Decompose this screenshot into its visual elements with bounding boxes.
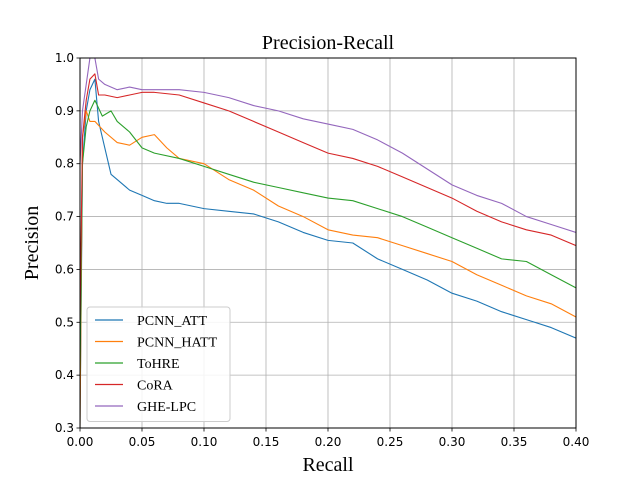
legend: PCNN_ATT PCNN_HATT ToHRE CoRA GHE-LPC [86, 306, 231, 422]
series-line-cora [80, 73, 576, 323]
x-tick-label: 0.40 [563, 435, 590, 449]
series-line-pcnn-att [80, 78, 576, 428]
legend-label-pcnn-hatt: PCNN_HATT [137, 336, 218, 351]
y-tick-label: 0.6 [55, 262, 74, 276]
x-tick-label: 0.15 [253, 435, 280, 449]
legend-label-tohre: ToHRE [137, 357, 180, 372]
y-tick-label: 0.5 [55, 315, 74, 329]
y-tick-label: 0.3 [55, 421, 74, 435]
legend-label-ghe-lpc: GHE-LPC [137, 400, 196, 415]
series-line-pcnn-hatt [80, 110, 576, 428]
series-line-tohre [80, 99, 576, 376]
legend-box [86, 306, 231, 422]
y-tick-label: 1.0 [55, 51, 74, 65]
y-tick-label: 0.9 [55, 104, 74, 118]
x-tick-label: 0.30 [439, 435, 466, 449]
x-tick-label: 0.10 [191, 435, 218, 449]
y-tick-label: 0.4 [55, 368, 74, 382]
series-line-ghe-lpc [80, 58, 576, 233]
x-tick-label: 0.20 [315, 435, 342, 449]
x-tick-label: 0.05 [129, 435, 156, 449]
x-tick-label: 0.00 [67, 435, 94, 449]
chart-title: Precision-Recall [262, 32, 395, 54]
x-axis-label: Recall [302, 454, 354, 476]
axis-ticks: 0.00 0.05 0.10 0.15 0.20 0.25 0.30 0.35 0.40 0.3 0… [55, 51, 589, 449]
y-axis-label: Precision [21, 206, 43, 280]
x-tick-label: 0.35 [501, 435, 528, 449]
legend-label-cora: CoRA [137, 379, 174, 394]
x-tick-label: 0.25 [377, 435, 404, 449]
y-tick-label: 0.7 [55, 210, 74, 224]
series-lines [80, 58, 576, 428]
legend-label-pcnn-att: PCNN_ATT [137, 314, 207, 329]
y-tick-label: 0.8 [55, 157, 74, 171]
